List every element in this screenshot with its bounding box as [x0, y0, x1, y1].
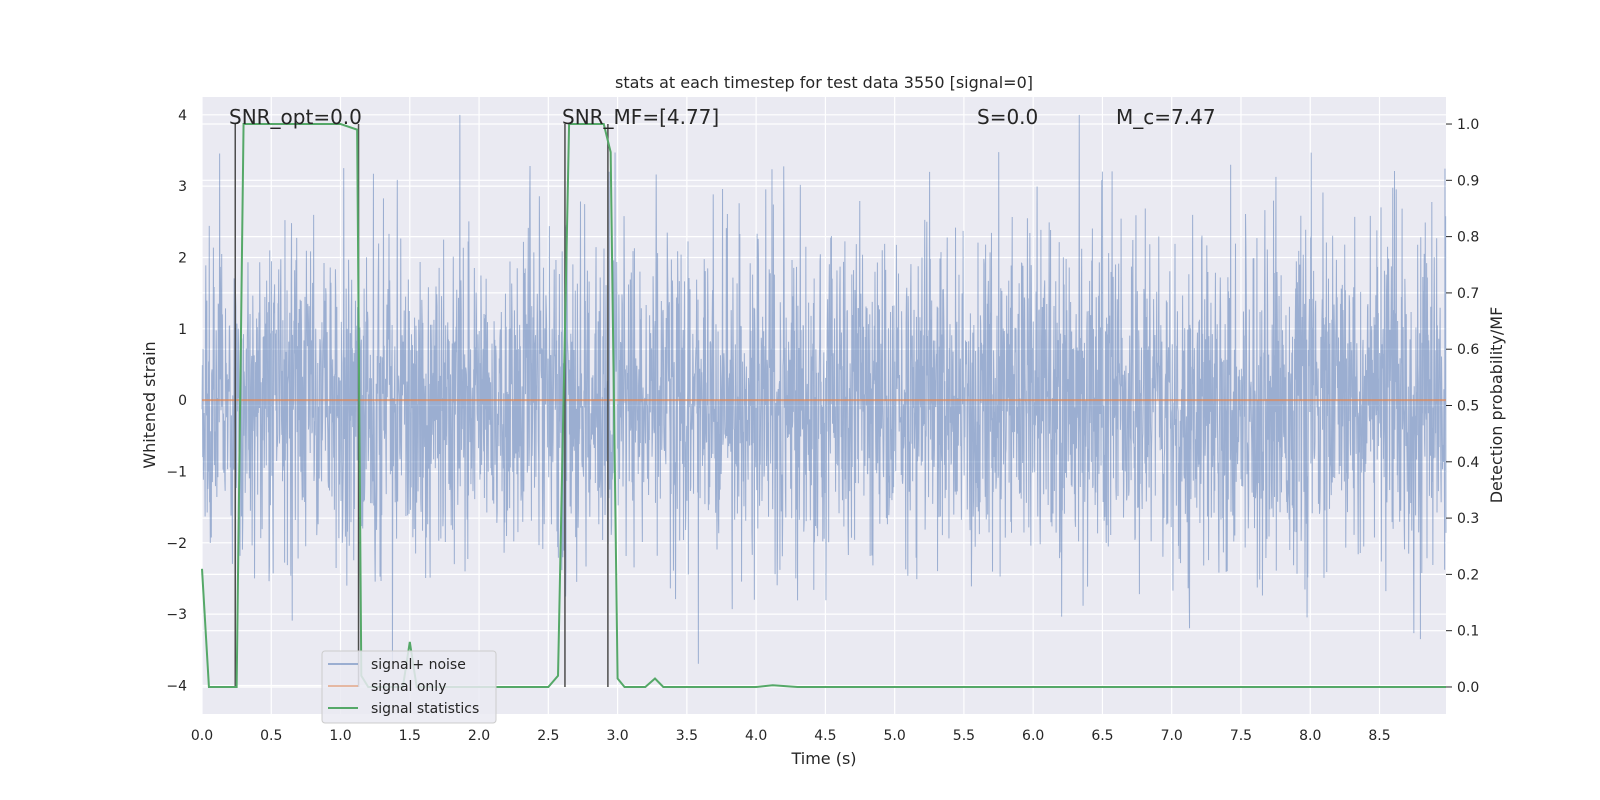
x-axis-label: Time (s) [790, 749, 856, 768]
y2-axis-label: Detection probability/MF [1487, 307, 1506, 504]
annotation-snr-mf: SNR_MF=[4.77] [562, 105, 719, 129]
x-tick-label-13: 6.5 [1091, 728, 1113, 744]
x-tick-label-12: 6.0 [1022, 728, 1044, 744]
x-tick-label-0: 0.0 [191, 728, 213, 744]
x-tick-label-10: 5.0 [884, 728, 906, 744]
x-tick-label-7: 3.5 [676, 728, 698, 744]
series-signal-statistics [201, 123, 1446, 688]
y2-tick-label-2: 0.8 [1457, 230, 1479, 246]
legend-label-signal-only: signal only [371, 679, 446, 695]
y-tick-label-4: 0 [178, 393, 187, 409]
y2-tick-label-7: 0.3 [1457, 511, 1479, 527]
y2-tick-label-10: 0.0 [1457, 680, 1479, 696]
y2-tick-label-5: 0.5 [1457, 399, 1479, 415]
series-signal-noise [201, 114, 1447, 665]
annotation-s: S=0.0 [977, 105, 1038, 129]
signal-statistics-line [201, 123, 1446, 688]
x-tick-label-9: 4.5 [814, 728, 836, 744]
x-tick-label-16: 8.0 [1299, 728, 1321, 744]
legend: signal+ noise signal only signal statist… [321, 650, 497, 724]
y-tick-label-7: −3 [166, 607, 187, 623]
x-tick-label-2: 1.0 [329, 728, 351, 744]
y-tick-label-3: 1 [178, 322, 187, 338]
y-axis-ticks: 4 3 2 1 0 −1 −2 −3 −4 [166, 108, 187, 695]
y-tick-label-6: −2 [166, 536, 187, 552]
y2-tick-label-3: 0.7 [1457, 286, 1479, 302]
y-tick-label-1: 3 [178, 179, 187, 195]
y-tick-label-0: 4 [178, 108, 187, 124]
x-tick-label-14: 7.0 [1161, 728, 1183, 744]
annotation-snr-opt: SNR_opt=0.0 [229, 105, 362, 129]
chart-title: stats at each timestep for test data 355… [615, 73, 1033, 92]
y2-tick-label-6: 0.4 [1457, 455, 1479, 471]
y2-tick-label-8: 0.2 [1457, 567, 1479, 583]
y-tick-label-5: −1 [166, 464, 187, 480]
annotation-mc: M_c=7.47 [1116, 105, 1216, 129]
y2-tick-label-4: 0.6 [1457, 342, 1479, 358]
y2-tick-label-0: 1.0 [1457, 117, 1479, 133]
y2-tick-label-1: 0.9 [1457, 173, 1479, 189]
x-tick-label-5: 2.5 [537, 728, 559, 744]
x-tick-label-11: 5.5 [953, 728, 975, 744]
y-axis-label: Whitened strain [140, 341, 159, 468]
y2-axis-ticks: 1.0 0.9 0.8 0.7 0.6 0.5 0.4 0.3 0.2 0.1 0.0 [1446, 117, 1479, 696]
legend-label-signal-statistics: signal statistics [371, 701, 479, 717]
x-tick-label-6: 3.0 [606, 728, 628, 744]
noise-line [201, 114, 1447, 665]
x-tick-label-17: 8.5 [1368, 728, 1390, 744]
x-axis-ticks: 0.0 0.5 1.0 1.5 2.0 2.5 3.0 3.5 4.0 4.5 5.0 5.5 6.0 6… [191, 728, 1391, 744]
y-tick-label-8: −4 [166, 678, 187, 694]
x-tick-label-3: 1.5 [399, 728, 421, 744]
legend-box [321, 650, 497, 724]
x-tick-label-15: 7.5 [1230, 728, 1252, 744]
legend-label-signal-noise: signal+ noise [371, 657, 466, 673]
x-tick-label-1: 0.5 [260, 728, 282, 744]
y2-tick-label-9: 0.1 [1457, 624, 1479, 640]
x-tick-label-8: 4.0 [745, 728, 767, 744]
y-tick-label-2: 2 [178, 250, 187, 266]
x-tick-label-4: 2.0 [468, 728, 490, 744]
